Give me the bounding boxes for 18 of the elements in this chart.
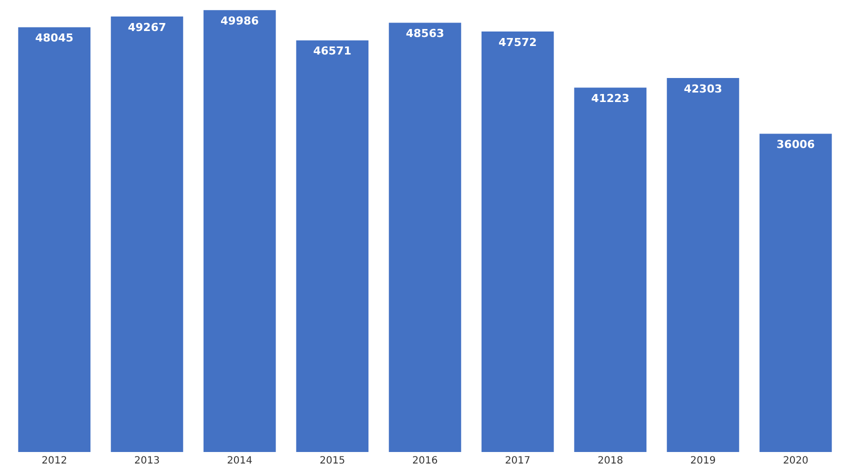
- data-label: 49267: [128, 20, 166, 34]
- x-tick-label: 2018: [598, 456, 624, 467]
- x-tick-label: 2017: [504, 456, 530, 467]
- data-label: 48045: [35, 32, 74, 45]
- x-tick-label: 2014: [226, 456, 252, 467]
- data-label: 36006: [776, 138, 816, 152]
- data-label: 47572: [498, 36, 537, 49]
- x-tick-label: 2013: [134, 456, 160, 467]
- x-tick-label: 2015: [320, 456, 346, 467]
- x-tick-label: 2016: [412, 456, 438, 467]
- x-tick-label: 2012: [42, 456, 68, 467]
- data-label: 49986: [220, 14, 260, 28]
- data-label: 42303: [684, 82, 722, 96]
- data-label: 46571: [313, 44, 352, 58]
- x-tick-label: 2019: [690, 456, 716, 467]
- data-label: 41223: [591, 92, 630, 105]
- x-tick-label: 2020: [782, 456, 808, 467]
- data-label: 48563: [406, 27, 444, 40]
